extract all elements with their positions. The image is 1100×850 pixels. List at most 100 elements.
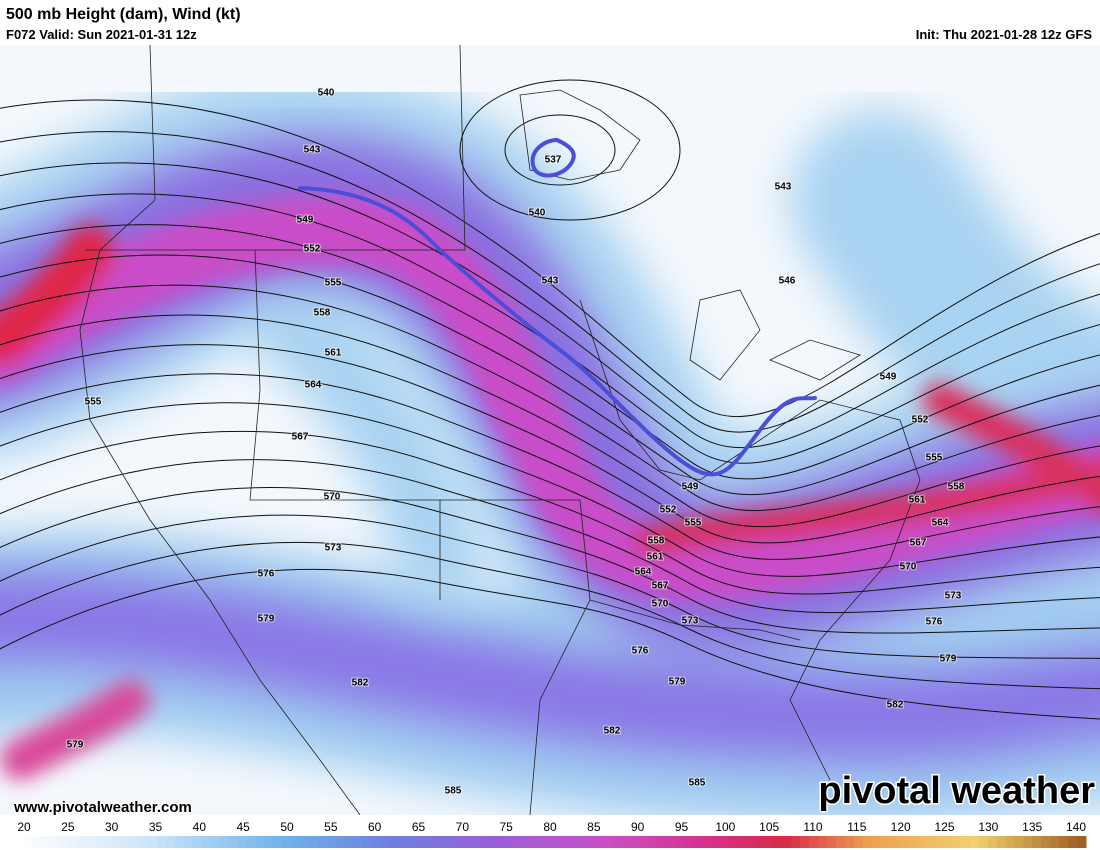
colorbar-swatch — [442, 836, 453, 848]
colorbar-swatch — [826, 836, 837, 848]
colorbar-swatch — [371, 836, 381, 848]
colorbar-swatch — [40, 836, 51, 848]
contour-label: 543 — [304, 145, 321, 156]
colorbar-tick-label: 100 — [715, 820, 735, 834]
colorbar-swatch — [612, 836, 622, 848]
colorbar-swatch — [67, 836, 78, 848]
contour-label: 543 — [775, 182, 792, 193]
colorbar-swatch — [558, 836, 569, 848]
contour-label: 579 — [258, 614, 275, 625]
colorbar-tick-label: 140 — [1066, 820, 1086, 834]
colorbar-swatch — [978, 836, 989, 848]
colorbar-swatch — [898, 836, 908, 848]
colorbar-swatch — [407, 836, 417, 848]
colorbar-swatch — [880, 836, 890, 848]
colorbar-swatch — [308, 836, 319, 848]
colorbar-swatch — [1068, 836, 1078, 848]
contour-label: 567 — [652, 581, 669, 592]
colorbar-swatch — [505, 836, 515, 848]
colorbar-swatch — [487, 836, 497, 848]
colorbar-swatch — [228, 836, 238, 848]
colorbar-swatch — [835, 836, 846, 848]
colorbar-swatch — [844, 836, 855, 848]
colorbar-swatch — [960, 836, 971, 848]
height-contour — [0, 459, 1100, 614]
contour-label: 564 — [635, 567, 652, 578]
colorbar-tick-label: 105 — [759, 820, 779, 834]
contour-label: 573 — [945, 591, 962, 602]
contour-label: 576 — [926, 617, 943, 628]
colorbar-swatch — [85, 836, 95, 848]
colorbar-swatch — [31, 836, 42, 848]
colorbar-tick-label: 110 — [803, 820, 822, 834]
contour-label: 540 — [529, 208, 546, 219]
height-contour — [0, 402, 1100, 577]
contour-label: 549 — [682, 482, 699, 493]
height-contour — [0, 373, 1100, 560]
colorbar-swatch — [344, 836, 354, 848]
colorbar-swatch — [576, 836, 587, 848]
brand-watermark: pivotal weather — [818, 770, 1095, 812]
colorbar-tick-label: 85 — [587, 820, 601, 834]
colorbar-tick-label: 75 — [499, 820, 513, 834]
contour-label: 555 — [685, 518, 702, 529]
contour-label: 585 — [445, 786, 462, 797]
colorbar-swatch — [326, 836, 337, 848]
init-time: Init: Thu 2021-01-28 12z GFS — [916, 27, 1093, 42]
height-contour — [0, 254, 1100, 496]
height-contour — [0, 224, 1100, 480]
contour-label: 567 — [910, 538, 927, 549]
colorbar-swatch — [192, 836, 203, 848]
map-field: 5405435495525555585615645675705735765795… — [0, 45, 1100, 815]
colorbar-swatch — [112, 836, 122, 848]
contour-label: 573 — [325, 543, 342, 554]
colorbar-tick-label: 60 — [368, 820, 382, 834]
contour-label: 552 — [912, 415, 929, 426]
contour-label: 567 — [292, 432, 309, 443]
valid-time: F072 Valid: Sun 2021-01-31 12z — [6, 27, 197, 42]
contour-label: 543 — [542, 276, 559, 287]
colorbar-swatch — [290, 836, 301, 848]
colorbar-swatch — [532, 836, 542, 848]
colorbar-swatch — [424, 836, 435, 848]
low-circle — [530, 138, 576, 178]
colorbar-swatch — [630, 836, 640, 848]
contour-label: 570 — [324, 492, 341, 503]
colorbar-swatch — [952, 836, 962, 848]
contour-label: 579 — [67, 740, 84, 751]
colorbar-swatch — [389, 836, 399, 848]
contour-label: 537 — [545, 155, 562, 166]
colorbar-swatch — [666, 836, 676, 848]
colorbar-tick-label: 65 — [412, 820, 426, 834]
contour-label: 576 — [632, 646, 649, 657]
colorbar-swatch — [76, 836, 86, 848]
colorbar-swatch — [94, 836, 104, 848]
contour-label: 585 — [689, 778, 706, 789]
colorbar-swatch — [1023, 836, 1033, 848]
contour-label: 558 — [948, 482, 965, 493]
colorbar-swatch — [657, 836, 667, 848]
colorbar-tick-label: 25 — [61, 820, 75, 834]
colorbar-swatch — [148, 836, 158, 848]
colorbar-swatch — [1077, 836, 1087, 848]
colorbar-swatch — [755, 836, 765, 848]
colorbar-swatch — [1005, 836, 1016, 848]
colorbar-swatch — [165, 836, 176, 848]
colorbar-swatch — [567, 836, 578, 848]
colorbar-swatch — [701, 836, 712, 848]
colorbar-swatch — [299, 836, 310, 848]
contour-label: 564 — [932, 518, 949, 529]
contour-label: 558 — [648, 536, 665, 547]
height-contour — [0, 514, 1100, 659]
contour-label: 582 — [604, 726, 621, 737]
colorbar-swatch — [764, 836, 774, 848]
height-contour — [0, 568, 1100, 720]
colorbar-tick-label: 115 — [847, 820, 866, 834]
contour-label: 546 — [779, 276, 796, 287]
contour-label: 573 — [682, 616, 699, 627]
colorbar-swatch — [514, 836, 524, 848]
contour-label: 570 — [652, 599, 669, 610]
colorbar-swatch — [871, 836, 882, 848]
colorbar-swatch — [791, 836, 801, 848]
